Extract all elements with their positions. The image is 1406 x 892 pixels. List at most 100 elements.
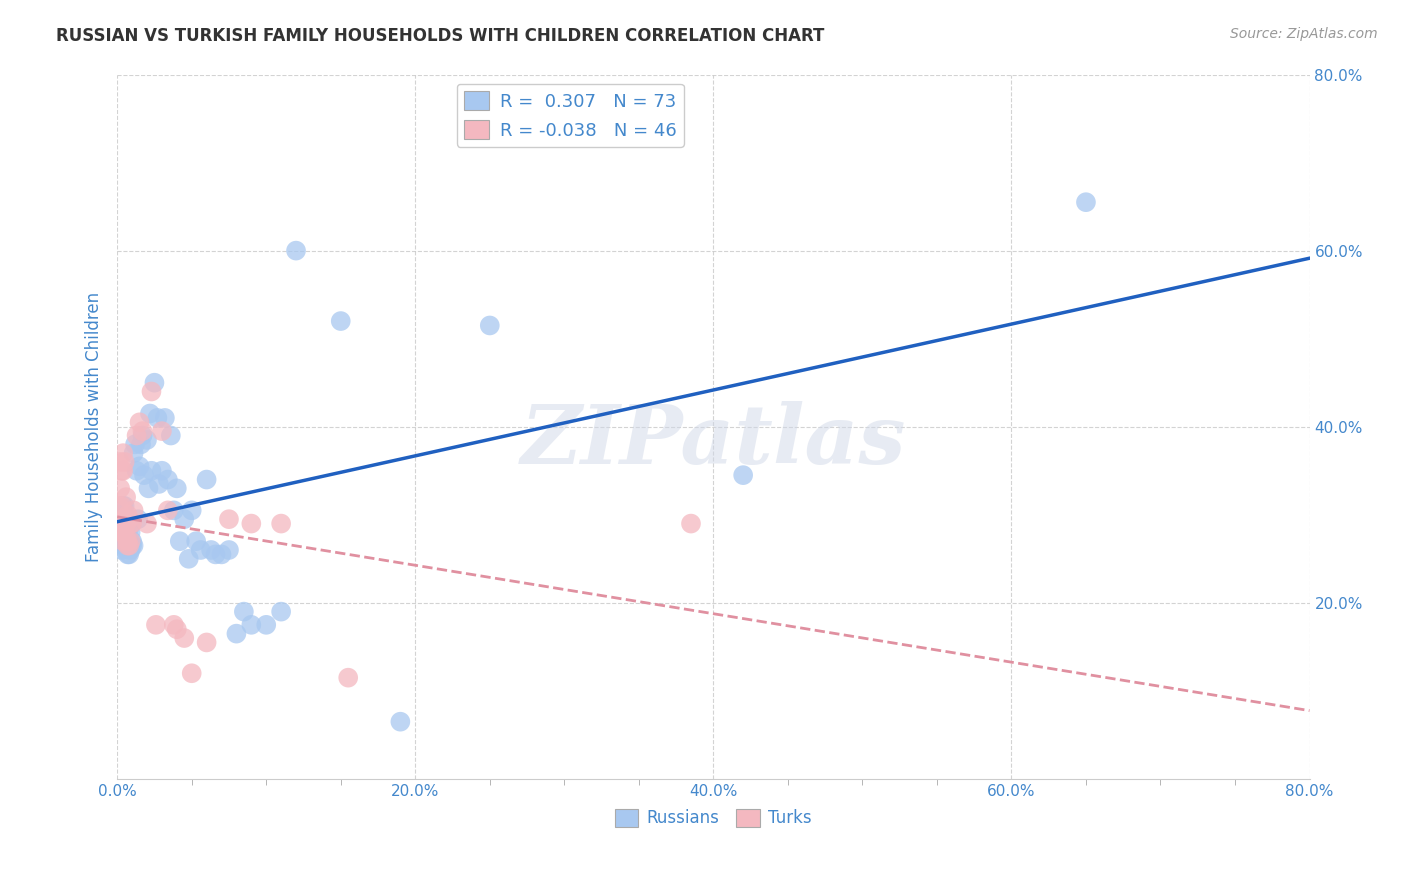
Point bbox=[128, 415, 150, 429]
Point bbox=[115, 516, 138, 531]
Point bbox=[156, 503, 179, 517]
Point bbox=[337, 671, 360, 685]
Point bbox=[112, 539, 135, 553]
Point bbox=[173, 631, 195, 645]
Point bbox=[150, 424, 173, 438]
Point bbox=[166, 622, 188, 636]
Point bbox=[122, 539, 145, 553]
Point bbox=[121, 534, 143, 549]
Point bbox=[204, 548, 226, 562]
Point bbox=[285, 244, 308, 258]
Point bbox=[114, 521, 136, 535]
Point bbox=[132, 468, 155, 483]
Point bbox=[125, 428, 148, 442]
Point bbox=[122, 446, 145, 460]
Point bbox=[240, 516, 263, 531]
Point bbox=[153, 411, 176, 425]
Point bbox=[733, 468, 755, 483]
Point bbox=[114, 455, 136, 469]
Point bbox=[163, 617, 186, 632]
Point bbox=[111, 512, 134, 526]
Point bbox=[108, 525, 131, 540]
Point bbox=[232, 605, 254, 619]
Point bbox=[112, 525, 135, 540]
Point bbox=[111, 516, 134, 531]
Point bbox=[111, 508, 134, 522]
Point bbox=[118, 539, 141, 553]
Point bbox=[136, 516, 159, 531]
Point bbox=[117, 530, 139, 544]
Point bbox=[211, 548, 233, 562]
Point bbox=[218, 512, 240, 526]
Point bbox=[139, 407, 162, 421]
Point bbox=[679, 516, 702, 531]
Point bbox=[180, 666, 202, 681]
Point bbox=[270, 516, 292, 531]
Point bbox=[138, 481, 160, 495]
Point bbox=[117, 521, 139, 535]
Point bbox=[200, 543, 222, 558]
Text: RUSSIAN VS TURKISH FAMILY HOUSEHOLDS WITH CHILDREN CORRELATION CHART: RUSSIAN VS TURKISH FAMILY HOUSEHOLDS WIT… bbox=[56, 27, 824, 45]
Point bbox=[195, 473, 218, 487]
Point bbox=[177, 551, 200, 566]
Point bbox=[111, 499, 134, 513]
Point bbox=[131, 424, 153, 438]
Point bbox=[136, 433, 159, 447]
Point bbox=[108, 455, 131, 469]
Point bbox=[190, 543, 212, 558]
Point bbox=[120, 516, 142, 531]
Point bbox=[225, 626, 247, 640]
Point bbox=[118, 521, 141, 535]
Point bbox=[129, 437, 152, 451]
Point bbox=[329, 314, 352, 328]
Point bbox=[115, 521, 138, 535]
Point bbox=[128, 459, 150, 474]
Text: ZIPatlas: ZIPatlas bbox=[520, 401, 905, 481]
Point bbox=[121, 516, 143, 531]
Point bbox=[186, 534, 208, 549]
Point bbox=[115, 512, 138, 526]
Point bbox=[112, 499, 135, 513]
Point bbox=[125, 464, 148, 478]
Point bbox=[111, 464, 134, 478]
Point bbox=[115, 530, 138, 544]
Point bbox=[112, 534, 135, 549]
Point bbox=[120, 543, 142, 558]
Point bbox=[166, 481, 188, 495]
Point bbox=[195, 635, 218, 649]
Point bbox=[117, 508, 139, 522]
Point bbox=[160, 428, 183, 442]
Point bbox=[146, 411, 169, 425]
Point bbox=[478, 318, 501, 333]
Point bbox=[120, 534, 142, 549]
Point bbox=[180, 503, 202, 517]
Point bbox=[389, 714, 412, 729]
Point bbox=[122, 503, 145, 517]
Point bbox=[114, 539, 136, 553]
Point bbox=[115, 534, 138, 549]
Point bbox=[240, 617, 263, 632]
Point bbox=[145, 617, 167, 632]
Point bbox=[107, 516, 129, 531]
Point bbox=[108, 481, 131, 495]
Point bbox=[117, 534, 139, 549]
Legend: Russians, Turks: Russians, Turks bbox=[609, 802, 818, 834]
Point bbox=[112, 512, 135, 526]
Point bbox=[163, 503, 186, 517]
Point bbox=[117, 539, 139, 553]
Point bbox=[169, 534, 191, 549]
Point bbox=[173, 512, 195, 526]
Point bbox=[150, 464, 173, 478]
Point bbox=[118, 534, 141, 549]
Point bbox=[112, 530, 135, 544]
Point bbox=[107, 521, 129, 535]
Point bbox=[117, 548, 139, 562]
Point bbox=[156, 473, 179, 487]
Y-axis label: Family Households with Children: Family Households with Children bbox=[86, 292, 103, 562]
Point bbox=[114, 512, 136, 526]
Point bbox=[118, 548, 141, 562]
Point bbox=[115, 490, 138, 504]
Point bbox=[111, 521, 134, 535]
Point bbox=[115, 539, 138, 553]
Point bbox=[143, 376, 166, 390]
